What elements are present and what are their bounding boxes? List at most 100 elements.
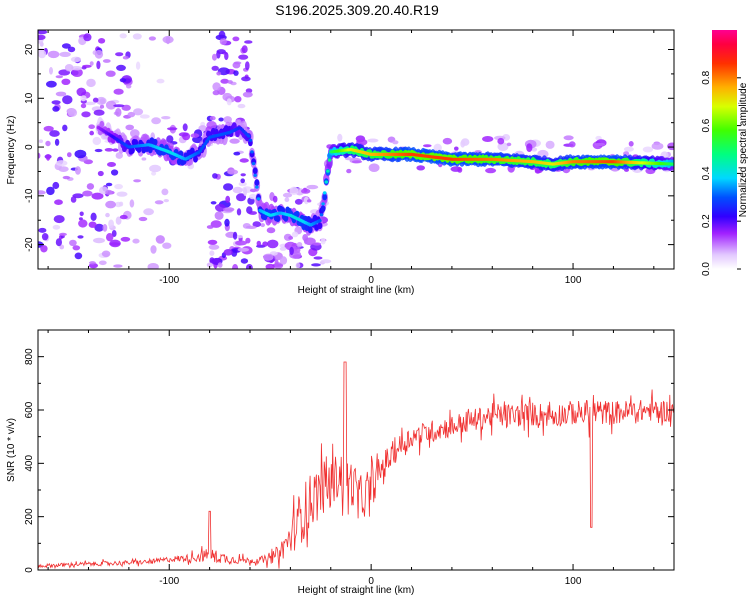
spectrogram-cell (38, 190, 46, 195)
ridge-mid (193, 155, 198, 163)
spectrogram-cell (312, 242, 322, 246)
y-tick-label: 200 (24, 508, 35, 525)
spectrogram-cell (234, 96, 242, 103)
spectrogram-cell (241, 45, 248, 54)
spectrogram-cell (151, 171, 157, 176)
spectrogram-cell (209, 250, 215, 256)
x-tick-label: -100 (159, 275, 179, 286)
spectrogram-cell (46, 154, 51, 161)
spectrogram-cell (208, 244, 220, 250)
spectrogram-cell (291, 231, 299, 238)
spectrogram-cell (288, 236, 294, 240)
spectrogram-cell (104, 148, 114, 152)
spectrogram-cell (227, 169, 239, 175)
ridge-core (248, 138, 253, 142)
colorbar-gradient (712, 30, 737, 269)
spectrogram-cell (141, 157, 147, 161)
spectrogram-cell (239, 158, 249, 163)
spectrogram-cell (101, 250, 111, 258)
ridge-core (200, 146, 204, 150)
spectrogram-cell (72, 245, 81, 251)
ridge-core (198, 149, 203, 153)
spectrogram-cell (138, 216, 148, 222)
spectrogram-cell (62, 95, 73, 105)
spectrogram-cell (59, 232, 67, 236)
spectrogram-cell (167, 127, 178, 131)
spectrogram-cell (313, 256, 323, 260)
ridge-core (322, 191, 327, 195)
spectrogram-cell (232, 264, 239, 269)
spectrogram-cell (233, 151, 241, 156)
spectrogram-cell (52, 181, 60, 190)
spectrogram-cell (227, 80, 233, 84)
spectrogram-cell (105, 100, 117, 110)
spectrogram-cell (52, 224, 61, 230)
spectrogram-cell (132, 33, 142, 40)
spectrogram-cell (215, 203, 226, 212)
spectrogram-cell (320, 237, 326, 245)
spectrogram-cell (116, 191, 128, 197)
spectrogram-cell (237, 103, 246, 109)
spectrogram-cell (113, 104, 125, 108)
spectrogram-cell (485, 167, 497, 174)
spectrogram-cell (116, 64, 126, 71)
colorbar-tick-label: 0.4 (701, 166, 712, 180)
spectrogram-cell (217, 262, 223, 268)
spectrogram-cell (74, 166, 81, 175)
spectrogram-cell (147, 263, 159, 269)
spectrogram-cell (77, 235, 84, 239)
spectrogram-cell (245, 225, 257, 229)
spectrogram-cell (114, 183, 123, 190)
spectrogram-cell (249, 193, 257, 200)
spectrogram-cell (115, 52, 124, 57)
colorbar: 0.0 0.2 0.4 0.6 0.8 Normalized spectral ampl… (701, 30, 749, 276)
snr-series-line (38, 361, 674, 570)
spectrogram-cell (74, 149, 87, 159)
spectrogram-image (38, 30, 674, 269)
spectrogram-cell (67, 152, 72, 158)
spectrogram-cell (238, 181, 247, 187)
spectrogram-cell (232, 36, 240, 42)
spectrogram-cell (320, 259, 332, 264)
spectrogram-cell (106, 233, 114, 242)
spectrogram-cell (81, 111, 91, 118)
spectrogram-cell (98, 38, 106, 44)
spectrogram-cell (236, 208, 242, 216)
ridge-core (251, 162, 256, 166)
spectrogram-cell (506, 142, 512, 147)
spectrogram-cell (55, 91, 67, 97)
spectrogram-cell (212, 82, 221, 91)
spectrogram-cell (119, 33, 127, 39)
y-tick-label: 0 (24, 144, 35, 150)
spectrogram-cell (282, 192, 293, 198)
spectrogram-cell (241, 76, 251, 82)
spectrogram-cell (86, 78, 96, 88)
spectrogram-cell (367, 138, 379, 143)
spectrogram-cell (206, 262, 213, 268)
spectrogram-cell (279, 246, 287, 251)
spectrogram-cell (219, 38, 227, 45)
spectrogram-cell (225, 195, 231, 203)
spectrogram-cell (368, 163, 380, 172)
spectrogram-cell (346, 168, 352, 174)
spectrogram-cell (289, 186, 299, 195)
ridge-mid (235, 130, 240, 138)
spectrogram-y-axis-label: Frequency (Hz) (6, 116, 17, 185)
spectrogram-cell (294, 198, 303, 205)
ridge-core (671, 162, 674, 166)
ridge-mid (294, 210, 300, 218)
spectrogram-cell (526, 143, 533, 153)
spectrogram-cell (210, 220, 222, 228)
spectrogram-cell (41, 233, 49, 241)
y-tick-label: 20 (24, 44, 35, 56)
spectrogram-cell (236, 234, 243, 239)
ridge-mid (99, 120, 105, 128)
spectrogram-ridge (95, 117, 674, 236)
spectrogram-cell (209, 258, 221, 265)
ridge-mid (307, 226, 313, 234)
snr-y-axis-label: SNR (10 * v/v) (6, 418, 17, 482)
ridge-core (324, 180, 329, 184)
spectrogram-cell (246, 264, 253, 269)
spectrogram-cell (133, 179, 142, 183)
spectrogram-cell (94, 49, 104, 59)
